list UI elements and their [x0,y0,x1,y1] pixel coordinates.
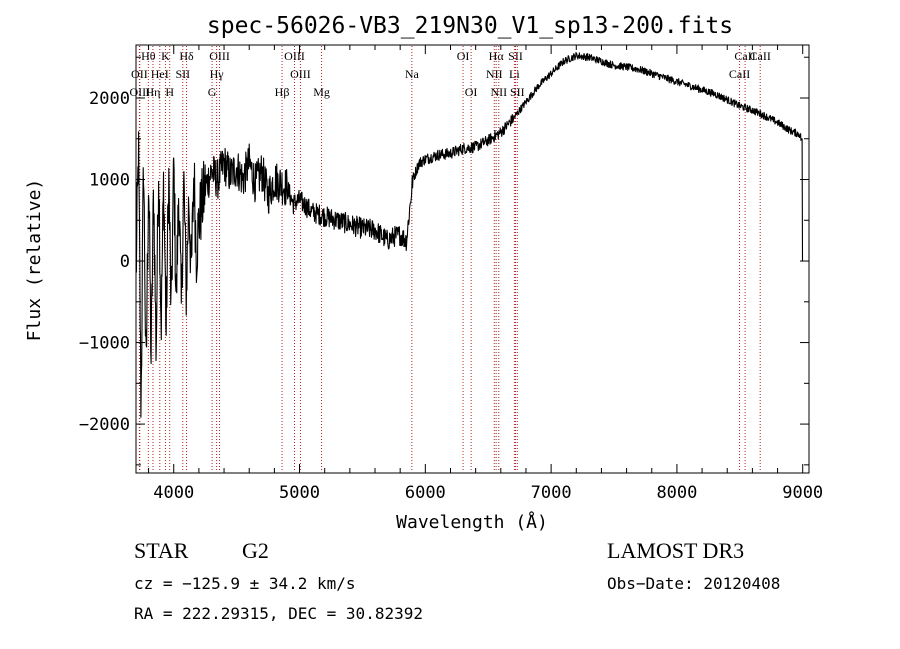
chart-background [0,0,900,540]
x-tick-label: 8000 [656,483,697,503]
line-marker-label: OIII [290,67,311,81]
line-marker-label: H [165,85,174,99]
subclass: G2 [242,538,269,563]
coordinates: RA = 222.29315, DEC = 30.82392 [134,604,423,623]
line-marker-label: NII [490,85,507,99]
line-marker-label: Li [509,67,520,81]
line-marker-label: OI [465,85,478,99]
line-marker-label: Hδ [179,49,194,63]
spectrum-series [135,51,804,418]
observation-date: Obs−Date: 20120408 [607,574,781,593]
y-tick-label: −1000 [79,334,130,354]
y-tick-label: 0 [120,252,130,272]
y-tick-label: −2000 [79,415,130,435]
y-tick-label: 1000 [89,171,130,191]
chart-title: spec-56026-VB3_219N30_V1_sp13-200.fits [207,13,733,39]
x-axis-label: Wavelength (Å) [396,511,548,533]
line-marker-label: Hη [146,85,161,99]
x-tick-label: 9000 [782,483,823,503]
line-marker-label: CaII [729,67,750,81]
line-marker-label: G [208,85,217,99]
y-axis-label: Flux (relative) [24,179,45,342]
line-marker-label: NII [486,67,503,81]
line-marker-label: SII [508,49,523,63]
object-class: STAR [134,538,189,563]
line-marker-label: Hα [489,49,505,63]
x-tick-label: 6000 [405,483,446,503]
line-marker-label: SII [175,67,190,81]
y-tick-label: 2000 [89,89,130,109]
axes: 4000 5000 6000 7000 8000 9000 −2000 −1000 0 1000 2… [79,45,823,503]
line-marker-label: OIII [129,85,150,99]
spectrum-chart: spec-56026-VB3_219N30_V1_sp13-200.fits H… [0,0,900,540]
x-tick-label: 5000 [279,483,320,503]
x-tick-label: 7000 [531,483,572,503]
line-marker-label: OIII [284,49,305,63]
x-tick-label: 4000 [153,483,194,503]
line-marker-label: Mg [313,85,330,99]
line-marker-label: Hβ [275,85,290,99]
line-marker-label: Hγ [210,67,225,81]
redshift-velocity: cz = −125.9 ± 34.2 km/s [134,574,356,593]
line-marker-label: HeI [151,67,169,81]
plot-frame [135,44,810,474]
line-marker-label: Na [405,67,420,81]
line-marker-label: K [161,49,170,63]
spectrum-line [135,51,804,418]
line-marker-label: OI [457,49,470,63]
line-marker-label: CaII [750,49,771,63]
line-marker-label: OIII [209,49,230,63]
line-marker-label: SII [510,85,525,99]
survey-name: LAMOST DR3 [607,538,745,563]
line-marker-label: Hθ [141,49,156,63]
